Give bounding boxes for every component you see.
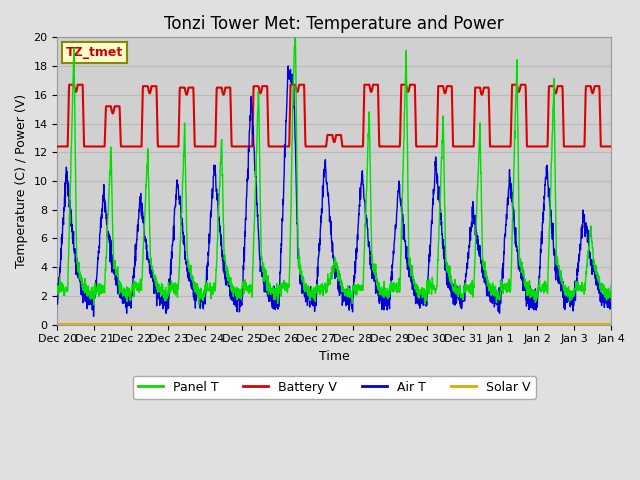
- Legend: Panel T, Battery V, Air T, Solar V: Panel T, Battery V, Air T, Solar V: [132, 376, 536, 399]
- Title: Tonzi Tower Met: Temperature and Power: Tonzi Tower Met: Temperature and Power: [164, 15, 504, 33]
- Text: TZ_tmet: TZ_tmet: [66, 46, 123, 59]
- X-axis label: Time: Time: [319, 350, 349, 363]
- Y-axis label: Temperature (C) / Power (V): Temperature (C) / Power (V): [15, 94, 28, 268]
